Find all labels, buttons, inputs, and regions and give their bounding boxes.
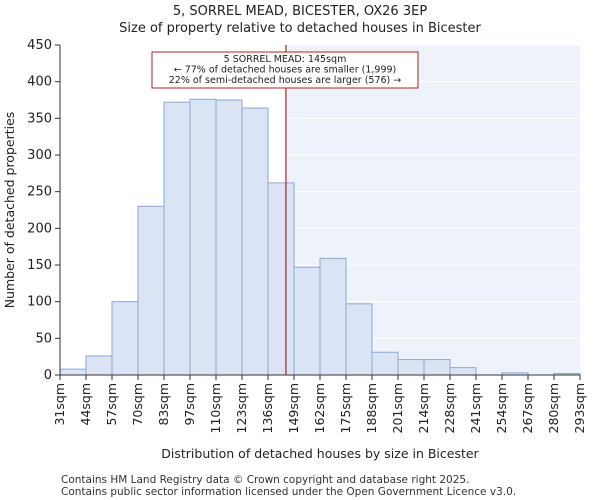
x-tick-label: 241sqm bbox=[468, 383, 483, 433]
x-tick-label: 175sqm bbox=[338, 383, 353, 433]
bar bbox=[345, 303, 373, 376]
x-tick-label: 44sqm bbox=[78, 383, 93, 426]
y-tick-label: 100 bbox=[27, 295, 52, 310]
y-axis-label: Number of detached properties bbox=[2, 112, 17, 309]
x-tick-label: 293sqm bbox=[572, 383, 587, 433]
y-tick-label: 200 bbox=[27, 221, 52, 236]
x-tick-label: 228sqm bbox=[442, 383, 457, 433]
bar bbox=[241, 107, 269, 376]
bar bbox=[85, 355, 113, 376]
chart-title: 5, SORREL MEAD, BICESTER, OX26 3EP bbox=[172, 4, 428, 19]
x-tick-label: 110sqm bbox=[208, 383, 223, 433]
annotation-line: 5 SORREL MEAD: 145sqm bbox=[224, 54, 347, 65]
bar bbox=[319, 257, 347, 376]
x-tick-label: 97sqm bbox=[182, 383, 197, 426]
y-tick-label: 250 bbox=[27, 185, 52, 200]
x-tick-label: 254sqm bbox=[494, 383, 509, 433]
bar bbox=[137, 205, 165, 376]
bars bbox=[59, 98, 581, 376]
footer-line-2: Contains public sector information licen… bbox=[61, 486, 517, 498]
y-tick-label: 450 bbox=[27, 38, 52, 53]
x-tick-label: 267sqm bbox=[520, 383, 535, 433]
y-tick-label: 150 bbox=[27, 258, 52, 273]
x-tick-label: 31sqm bbox=[52, 383, 67, 426]
x-tick-label: 280sqm bbox=[546, 383, 561, 433]
bar bbox=[111, 301, 139, 376]
annotation-box bbox=[151, 51, 419, 89]
footer-line-1: Contains HM Land Registry data © Crown c… bbox=[61, 474, 470, 486]
x-tick-label: 70sqm bbox=[130, 383, 145, 426]
y-tick-label: 350 bbox=[27, 111, 52, 126]
marker: 5 SORREL MEAD: 145sqm← 77% of detached h… bbox=[151, 45, 419, 375]
bar bbox=[449, 367, 477, 376]
x-tick-label: 149sqm bbox=[286, 383, 301, 433]
bar bbox=[293, 266, 321, 376]
y-tick-label: 0 bbox=[44, 368, 52, 383]
bar bbox=[215, 99, 243, 376]
x-tick-label: 57sqm bbox=[104, 383, 119, 426]
bar bbox=[189, 98, 217, 376]
annotation-line: ← 77% of detached houses are smaller (1,… bbox=[174, 65, 397, 76]
x-tick-label: 162sqm bbox=[312, 383, 327, 433]
bar bbox=[397, 359, 425, 376]
bar bbox=[59, 368, 87, 376]
x-tick-label: 188sqm bbox=[364, 383, 379, 433]
y-tick-label: 50 bbox=[35, 331, 52, 346]
bar bbox=[163, 101, 191, 376]
x-tick-label: 123sqm bbox=[234, 383, 249, 433]
chart-subtitle: Size of property relative to detached ho… bbox=[119, 21, 481, 36]
axes: 0 50 100 150 200 250 300 350 400 450 31sqm 44sqm 57s… bbox=[2, 38, 587, 461]
x-tick-label: 136sqm bbox=[260, 383, 275, 433]
annotation-line: 22% of semi-detached houses are larger (… bbox=[169, 75, 402, 86]
bar bbox=[371, 351, 399, 376]
bar bbox=[267, 182, 295, 376]
y-tick-label: 300 bbox=[27, 148, 52, 163]
x-tick-label: 83sqm bbox=[156, 383, 171, 426]
x-tick-label: 214sqm bbox=[416, 383, 431, 433]
bar bbox=[423, 359, 451, 376]
x-axis-label: Distribution of detached houses by size … bbox=[161, 446, 479, 461]
y-tick-label: 400 bbox=[27, 75, 52, 90]
x-tick-label: 201sqm bbox=[390, 383, 405, 433]
